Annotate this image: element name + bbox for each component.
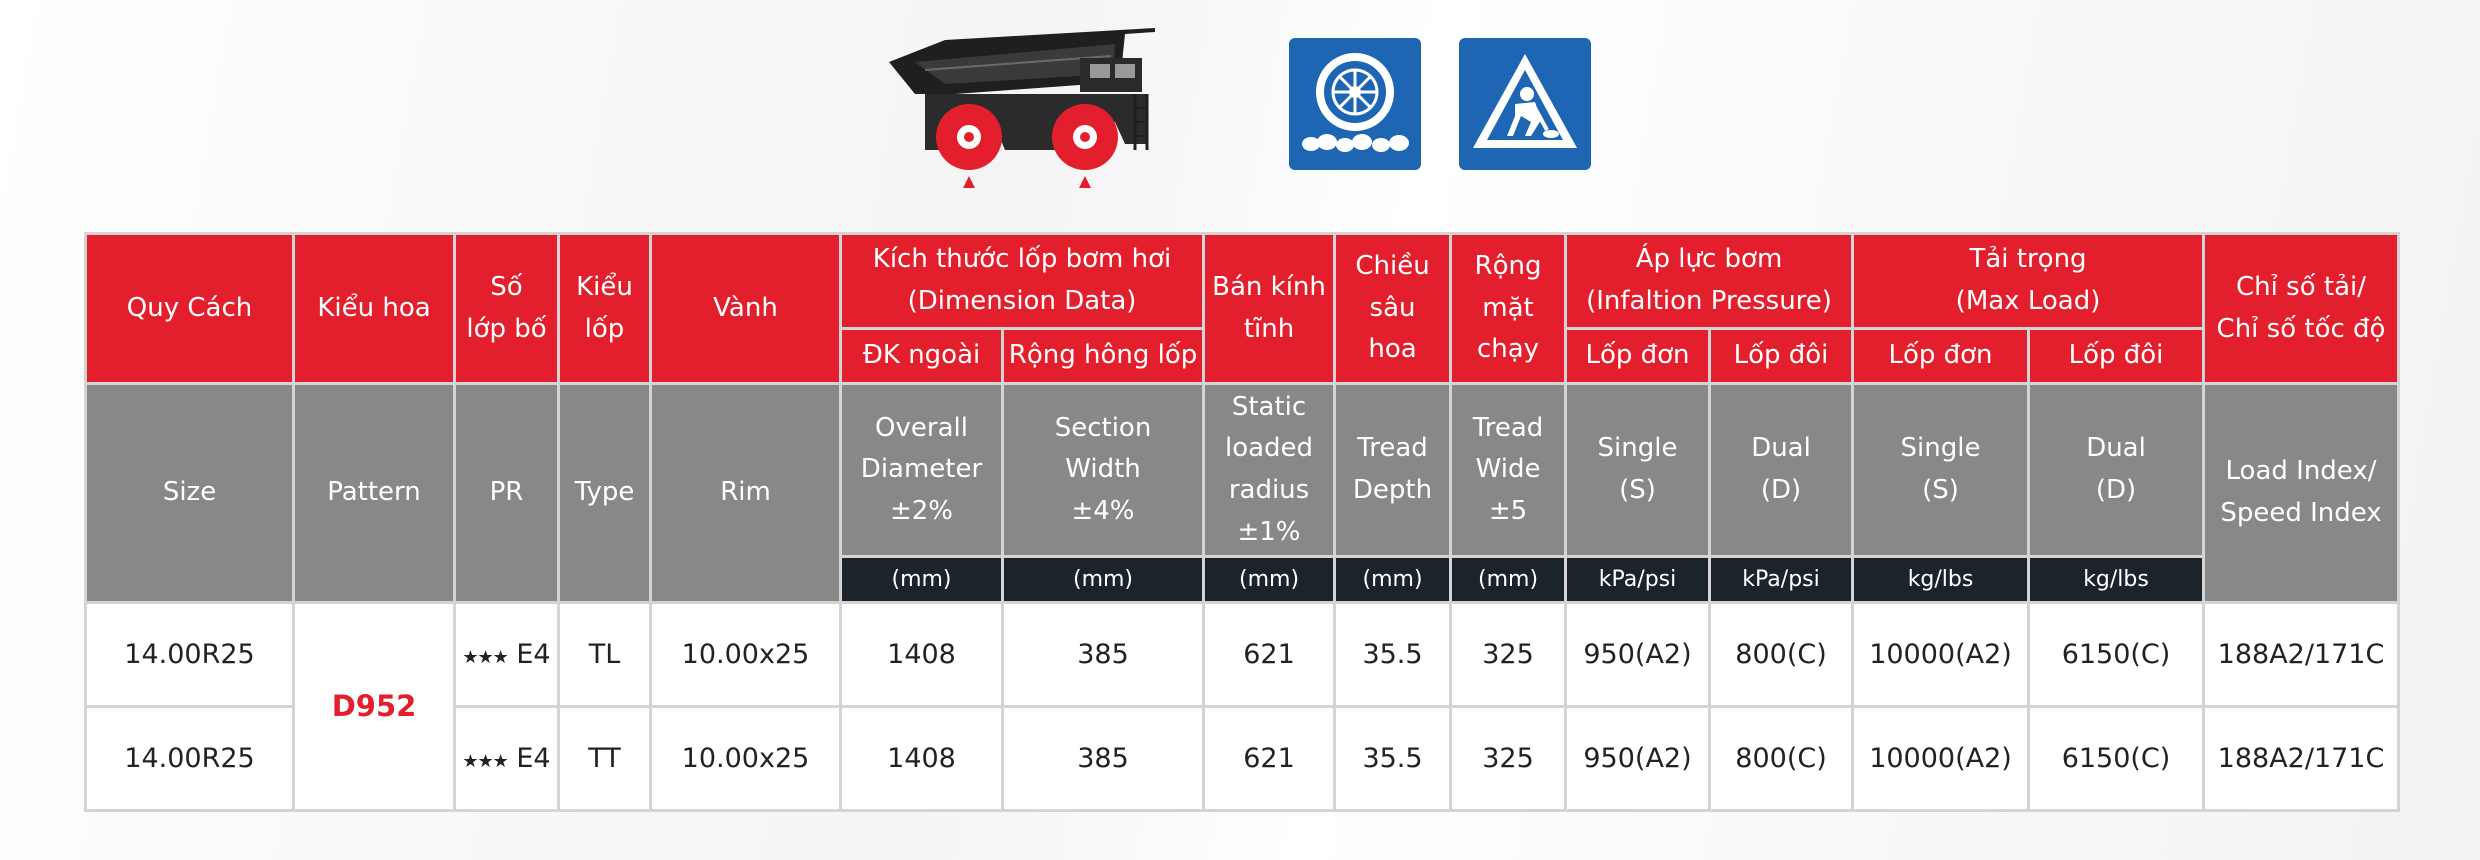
header-section-width-vi: Rộng hông lốp xyxy=(1000,327,1206,385)
header-pressure-dual-en: Dual (D) xyxy=(1708,382,1855,558)
header-pressure-single-en: Single (S) xyxy=(1564,382,1712,558)
cell-size: 14.00R25 xyxy=(84,705,295,812)
cell-pressure-single: 950(A2) xyxy=(1564,601,1712,708)
header-pressure-single-vi: Lốp đơn xyxy=(1564,327,1712,385)
cell-index: 188A2/171C xyxy=(2202,705,2401,812)
cell-pressure-single: 950(A2) xyxy=(1564,705,1712,812)
header-load-vi: Tải trọng (Max Load) xyxy=(1851,232,2206,330)
unit-load-single: kg/lbs xyxy=(1851,555,2031,604)
cell-load-single: 10000(A2) xyxy=(1851,601,2031,708)
header-load-single-vi: Lốp đơn xyxy=(1851,327,2031,385)
cell-overall-diameter: 1408 xyxy=(839,705,1004,812)
cell-section-width: 385 xyxy=(1000,601,1206,708)
header-tread-depth-en: Tread Depth xyxy=(1333,382,1453,558)
unit-section-width: (mm) xyxy=(1000,555,1206,604)
header-tread-depth-vi: Chiều sâu hoa xyxy=(1333,232,1453,385)
ply-rating-stars: ★★★ xyxy=(462,646,508,668)
pattern-name: D952 xyxy=(331,689,417,724)
header-dimension-vi: Kích thước lốp bơm hơi (Dimension Data) xyxy=(838,232,1206,330)
header-section-width-en: Section Width ±4% xyxy=(1000,382,1206,558)
header-tread-wide-vi: Rộng mặt chạy xyxy=(1449,232,1568,385)
cell-rim: 10.00x25 xyxy=(649,705,842,812)
cell-static-radius: 621 xyxy=(1202,705,1337,812)
cell-type: TL xyxy=(557,601,652,708)
unit-pressure-single: kPa/psi xyxy=(1564,555,1712,604)
header-overall-diameter-en: Overall Diameter ±2% xyxy=(839,382,1004,558)
header-load-dual-en: Dual (D) xyxy=(2027,382,2206,558)
header-pressure-vi: Áp lực bơm (Infaltion Pressure) xyxy=(1564,232,1855,330)
ply-rating-value: E4 xyxy=(516,638,551,670)
header-rim-en: Rim xyxy=(649,382,842,604)
header-index-en: Load Index/ Speed Index xyxy=(2202,382,2401,604)
header-static-radius-vi: Bán kính tĩnh xyxy=(1202,232,1337,385)
cell-index: 188A2/171C xyxy=(2202,601,2401,708)
cell-load-dual: 6150(C) xyxy=(2027,705,2206,812)
tire-spec-table: Quy Cách Kiểu hoa Số lớp bố Kiểu lốp Vàn… xyxy=(84,232,2401,812)
cell-static-radius: 621 xyxy=(1202,601,1337,708)
header-load-single-en: Single (S) xyxy=(1851,382,2031,558)
ply-rating-stars: ★★★ xyxy=(462,750,508,772)
header-pattern-en: Pattern xyxy=(292,382,456,604)
header-index-vi: Chỉ số tải/ Chỉ số tốc độ xyxy=(2202,232,2401,385)
header-type-en: Type xyxy=(557,382,652,604)
unit-overall-diameter: (mm) xyxy=(839,555,1004,604)
cell-type: TT xyxy=(557,705,652,812)
header-tread-wide-en: Tread Wide ±5 xyxy=(1449,382,1568,558)
header-pattern-vi: Kiểu hoa xyxy=(292,232,456,385)
cell-pattern: D952 xyxy=(292,601,456,812)
cell-tread-depth: 35.5 xyxy=(1333,601,1453,708)
table-row: 14.00R25 D952 ★★★ E4 TL 10.00x25 1408 38… xyxy=(84,601,2401,812)
cell-size: 14.00R25 xyxy=(84,601,295,708)
cell-pr: ★★★ E4 xyxy=(453,601,560,708)
unit-tread-wide: (mm) xyxy=(1449,555,1568,604)
header-overall-diameter-vi: ĐK ngoài xyxy=(839,327,1004,385)
ply-rating-value: E4 xyxy=(516,742,551,774)
header-type-vi: Kiểu lốp xyxy=(557,232,652,385)
header-pr-vi: Số lớp bố xyxy=(453,232,560,385)
cell-pressure-dual: 800(C) xyxy=(1708,705,1855,812)
header-row-en: Size Pattern PR Type Rim Overall Diamete… xyxy=(84,382,2401,604)
units-row: (mm) (mm) (mm) (mm) (mm) kPa/psi kPa/psi… xyxy=(85,555,2399,604)
cell-tread-depth: 35.5 xyxy=(1333,705,1453,812)
unit-load-dual: kg/lbs xyxy=(2027,555,2206,604)
header-size-en: Size xyxy=(84,382,295,604)
header-load-dual-vi: Lốp đôi xyxy=(2027,327,2206,385)
cell-section-width: 385 xyxy=(1000,705,1206,812)
header-static-radius-en: Static loaded radius ±1% xyxy=(1202,382,1337,558)
cell-pressure-dual: 800(C) xyxy=(1708,601,1855,708)
header-rim-vi: Vành xyxy=(649,232,842,385)
cell-tread-wide: 325 xyxy=(1449,601,1568,708)
cell-overall-diameter: 1408 xyxy=(839,601,1004,708)
unit-pressure-dual: kPa/psi xyxy=(1708,555,1855,604)
header-pressure-dual-vi: Lốp đôi xyxy=(1708,327,1855,385)
unit-tread-depth: (mm) xyxy=(1333,555,1453,604)
cell-pr: ★★★ E4 xyxy=(453,705,560,812)
cell-rim: 10.00x25 xyxy=(649,601,842,708)
header-size-vi: Quy Cách xyxy=(84,232,295,385)
rocky-terrain-tire-icon xyxy=(1289,38,1421,170)
header-pr-en: PR xyxy=(453,382,560,604)
cell-tread-wide: 325 xyxy=(1449,705,1568,812)
header-row-vi: Quy Cách Kiểu hoa Số lớp bố Kiểu lốp Vàn… xyxy=(84,232,2401,385)
unit-static-radius: (mm) xyxy=(1202,555,1337,604)
cell-load-single: 10000(A2) xyxy=(1851,705,2031,812)
table-row: 14.00R25 ★★★ E4 TT 10.00x25 1408 385 621… xyxy=(84,705,2401,812)
road-work-warning-icon xyxy=(1459,38,1591,170)
mining-dump-truck-icon xyxy=(889,28,1155,188)
application-icons xyxy=(0,0,2480,200)
cell-load-dual: 6150(C) xyxy=(2027,601,2206,708)
